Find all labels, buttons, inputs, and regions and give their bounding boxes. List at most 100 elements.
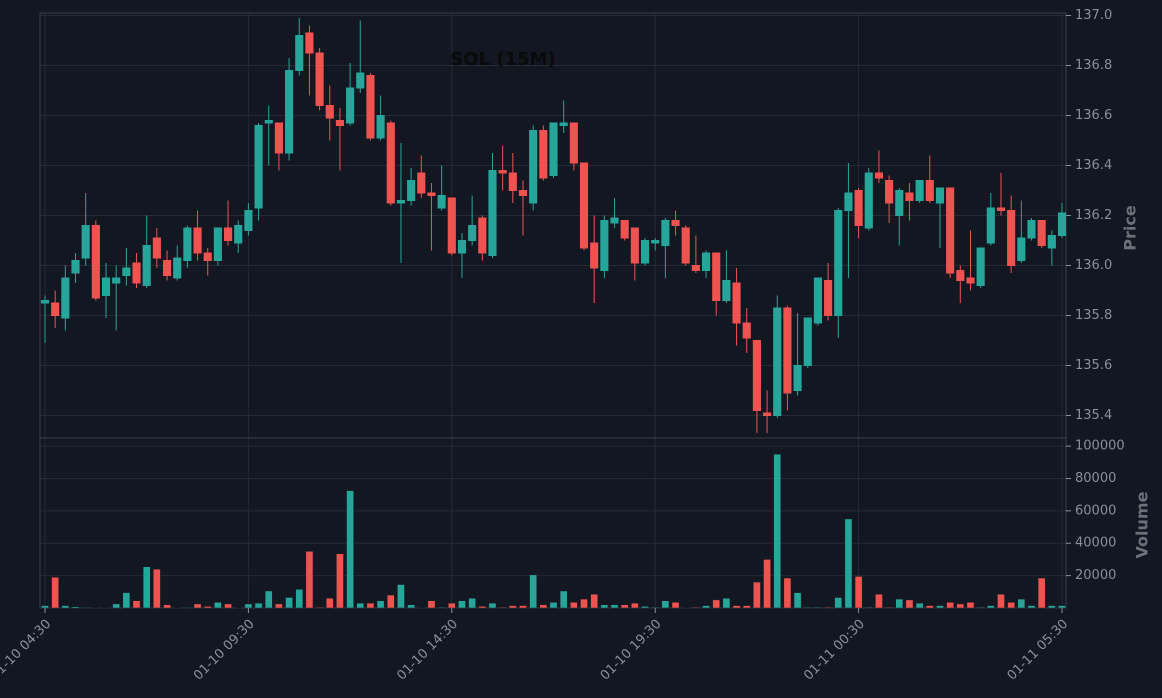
candle-body [315,52,324,106]
candle-body [671,220,680,226]
volume-bar [692,606,700,609]
volume-bar [519,605,527,609]
candle-body [996,207,1006,211]
candle-body [701,252,711,271]
candle-body [742,322,751,339]
y2-tick-label: 60000 [1075,503,1116,518]
candle-body [569,122,578,164]
candle-body [295,35,304,71]
candle-body [976,247,985,286]
volume-bar [478,606,487,609]
candle-body [874,172,883,179]
y-tick-label: 135.4 [1075,408,1112,423]
candle-body [885,180,894,204]
candle-body [773,307,782,416]
volume-bar [824,606,832,609]
volume-bar [987,605,995,609]
volume-bar [905,599,914,609]
volume-bar [305,551,314,609]
chart-title: SOL (15M) [450,49,555,70]
candle-body [468,225,477,241]
volume-bar [1058,605,1066,609]
candle-body [417,172,426,194]
candle-body [712,252,721,301]
candle-body [142,245,151,286]
volume-bar [600,604,609,609]
candle-body [244,210,253,231]
volume-bar [1007,602,1015,609]
volume-bar [854,576,863,609]
volume-bar [183,607,192,609]
candle-body [824,280,833,316]
candle-body [386,122,395,204]
volume-bar [51,576,59,609]
volume-bar [1017,598,1026,609]
candle-body [640,240,650,264]
candle-body [101,277,111,296]
candle-body [1057,212,1067,236]
candle-body [529,130,538,204]
candle-body [478,217,487,254]
candle-body [193,227,202,254]
y-tick-label: 135.8 [1075,308,1112,323]
volume-bar [936,605,944,609]
candle-body [112,277,121,284]
volume-bar [61,605,70,609]
volume-bar [315,606,324,609]
candle-body [946,187,955,274]
candle-body [173,257,182,279]
volume-bar [153,568,161,609]
volume-bar [844,518,853,609]
volume-bar [132,600,141,609]
candle-body [376,115,385,139]
candle-body [956,270,965,281]
candle-body [40,300,50,304]
volume-bar [356,602,365,609]
volume-bar [641,606,649,609]
volume-bar [397,584,405,609]
volume-bar [386,594,395,609]
volume-bar [224,603,232,609]
candle-body [559,122,568,126]
volume-bar [468,598,476,609]
volume-bar [447,602,456,609]
volume-bar [570,602,578,609]
candle-body [61,277,70,319]
volume-bar [651,606,660,609]
volume-bar [529,574,537,609]
candle-body [254,125,263,209]
volume-bar [346,490,354,609]
volume-bar [966,602,975,609]
volume-bar [915,602,924,609]
candle-body [793,365,802,391]
volume-bar [275,603,283,609]
volume-bar [1048,605,1056,609]
candle-body [427,192,436,196]
candle-body [224,227,233,241]
candle-body [396,200,406,204]
candle-body [986,207,995,244]
candle-body [579,162,589,249]
volume-bar [366,602,375,609]
y-tick-label: 136.4 [1075,158,1112,173]
volume-bar [254,602,263,609]
candle-body [132,262,141,284]
volume-bar [590,593,598,609]
candle-body [813,277,822,324]
volume-bar [81,607,90,609]
candle-body [915,180,924,201]
candle-body [895,190,904,216]
volume-bar [376,600,385,609]
candle-body [356,72,365,89]
candle-body [681,227,690,264]
volume-bar [753,581,761,609]
volume-bar [631,602,639,609]
candle-body [1027,220,1036,239]
volume-bar [122,592,131,609]
volume-bar [41,605,49,609]
volume-bar [803,606,812,609]
volume-bar [203,606,212,609]
candle-body [91,225,100,299]
volume-bar [814,606,822,609]
candle-body [539,130,548,179]
